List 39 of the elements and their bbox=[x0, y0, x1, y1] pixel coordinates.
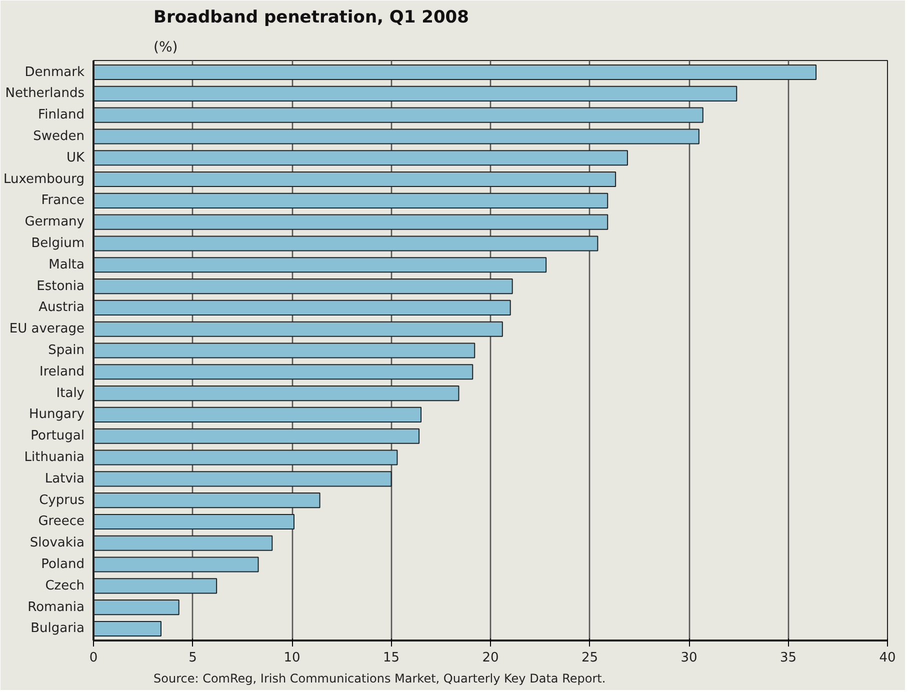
y-tick-label: EU average bbox=[9, 322, 85, 337]
x-tick-label: 40 bbox=[879, 650, 896, 666]
y-tick-label: Greece bbox=[38, 514, 85, 530]
y-tick-label: Finland bbox=[38, 108, 84, 123]
y-tick-label: Bulgaria bbox=[30, 621, 85, 636]
chart-title: Broadband penetration, Q1 2008 bbox=[154, 8, 469, 28]
x-tick-label: 5 bbox=[188, 650, 197, 666]
y-tick-label: Malta bbox=[48, 257, 84, 272]
y-tick-label: Netherlands bbox=[5, 86, 85, 102]
y-tick-label: Spain bbox=[48, 343, 85, 358]
y-tick-label: Cyprus bbox=[39, 492, 85, 508]
y-tick-label: Sweden bbox=[33, 128, 85, 144]
y-tick-label: Belgium bbox=[31, 236, 84, 251]
y-tick-label: Hungary bbox=[28, 407, 85, 422]
y-tick-label: Ireland bbox=[40, 364, 85, 380]
y-tick-label: Slovakia bbox=[30, 536, 85, 551]
y-tick-label: Austria bbox=[38, 300, 85, 316]
y-tick-label: Czech bbox=[45, 578, 85, 594]
y-tick-label: UK bbox=[66, 150, 85, 166]
x-tick-label: 15 bbox=[382, 650, 400, 666]
y-tick-label: Latvia bbox=[44, 471, 84, 486]
y-tick-label: Lithuania bbox=[24, 450, 85, 466]
y-tick-label: Denmark bbox=[24, 64, 85, 80]
x-tick-label: 0 bbox=[89, 650, 98, 666]
x-tick-label: 35 bbox=[780, 650, 797, 666]
x-tick-label: 20 bbox=[482, 650, 499, 666]
y-tick-label: Poland bbox=[41, 557, 85, 572]
y-tick-label: France bbox=[41, 193, 85, 208]
y-tick-label: Portugal bbox=[30, 428, 85, 444]
x-tick-label: 25 bbox=[581, 650, 598, 666]
y-tick-label: Romania bbox=[28, 600, 85, 615]
x-tick-label: 10 bbox=[284, 650, 300, 666]
source-note: Source: ComReg, Irish Communications Market, Quarterly Key Data Report. bbox=[154, 672, 606, 686]
y-tick-label: Italy bbox=[56, 386, 85, 401]
chart-subtitle: (%) bbox=[154, 40, 178, 56]
y-tick-label: Germany bbox=[24, 214, 85, 230]
x-tick-label: 30 bbox=[680, 650, 698, 666]
y-tick-label: Luxembourg bbox=[3, 172, 85, 187]
y-tick-label: Estonia bbox=[36, 278, 85, 294]
